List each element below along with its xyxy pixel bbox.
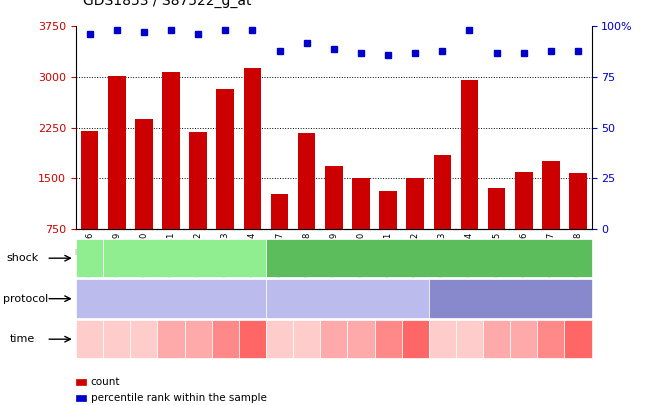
Bar <box>76 379 86 385</box>
Bar <box>103 239 266 277</box>
Bar <box>352 177 369 279</box>
Bar <box>515 172 533 279</box>
Bar <box>266 279 429 318</box>
Bar <box>189 132 207 279</box>
Bar <box>483 320 510 358</box>
Text: 0 d: 0 d <box>83 335 96 344</box>
Text: time: time <box>10 334 35 344</box>
Bar <box>76 239 103 277</box>
Bar <box>461 80 479 279</box>
Bar <box>298 133 315 279</box>
Text: 3 d: 3 d <box>463 335 475 344</box>
Text: shock: shock <box>7 253 39 263</box>
Bar <box>402 320 429 358</box>
Bar <box>375 320 402 358</box>
Text: 6 wk: 6 wk <box>243 335 261 344</box>
Text: 2 wk: 2 wk <box>352 335 370 344</box>
Text: 1 d: 1 d <box>436 335 448 344</box>
Text: 3 d: 3 d <box>137 335 150 344</box>
Bar <box>103 320 130 358</box>
Bar <box>271 194 288 279</box>
Text: 1 d: 1 d <box>274 335 286 344</box>
Text: 1 wk: 1 wk <box>488 335 506 344</box>
Text: percentile rank within the sample: percentile rank within the sample <box>91 393 266 403</box>
Bar <box>564 320 592 358</box>
Text: sham fracture: sham fracture <box>150 253 219 263</box>
Text: 3 d: 3 d <box>301 335 313 344</box>
Bar <box>184 320 212 358</box>
Bar <box>76 395 86 401</box>
Bar <box>244 68 261 279</box>
Text: internal plate: internal plate <box>477 294 543 304</box>
Text: no fra
cture: no fra cture <box>75 247 104 269</box>
Text: control: control <box>154 294 188 304</box>
Bar <box>293 320 320 358</box>
Text: 4 wk: 4 wk <box>542 335 560 344</box>
Bar <box>108 76 126 279</box>
Text: 1 wk: 1 wk <box>325 335 343 344</box>
Bar <box>81 131 98 279</box>
Bar <box>537 320 564 358</box>
Text: 6 wk: 6 wk <box>569 335 587 344</box>
Bar <box>429 279 592 318</box>
Bar <box>216 89 234 279</box>
Text: 2 wk: 2 wk <box>189 335 207 344</box>
Text: 1 d: 1 d <box>111 335 123 344</box>
Text: 4 wk: 4 wk <box>379 335 397 344</box>
Text: GDS1853 / S87522_g_at: GDS1853 / S87522_g_at <box>83 0 251 8</box>
Bar <box>157 320 184 358</box>
Bar <box>266 320 293 358</box>
Bar <box>488 188 506 279</box>
Bar <box>162 72 180 279</box>
Text: 6 wk: 6 wk <box>407 335 424 344</box>
Bar <box>542 161 560 279</box>
Bar <box>325 166 342 279</box>
Bar <box>320 320 348 358</box>
Bar <box>76 320 103 358</box>
Text: intramedullary nail: intramedullary nail <box>301 294 394 304</box>
Bar <box>348 320 375 358</box>
Bar <box>76 279 266 318</box>
Bar <box>429 320 456 358</box>
Text: 2 wk: 2 wk <box>515 335 533 344</box>
Text: fracture: fracture <box>409 253 448 263</box>
Bar <box>456 320 483 358</box>
Text: 1 wk: 1 wk <box>162 335 180 344</box>
Bar <box>434 155 451 279</box>
Bar <box>212 320 239 358</box>
Text: count: count <box>91 377 120 386</box>
Bar <box>510 320 537 358</box>
Text: protocol: protocol <box>3 294 48 304</box>
Bar <box>407 177 424 279</box>
Bar <box>266 239 592 277</box>
Bar <box>135 119 153 279</box>
Bar <box>130 320 157 358</box>
Text: 4 wk: 4 wk <box>216 335 234 344</box>
Bar <box>379 191 397 279</box>
Bar <box>569 173 587 279</box>
Bar <box>239 320 266 358</box>
